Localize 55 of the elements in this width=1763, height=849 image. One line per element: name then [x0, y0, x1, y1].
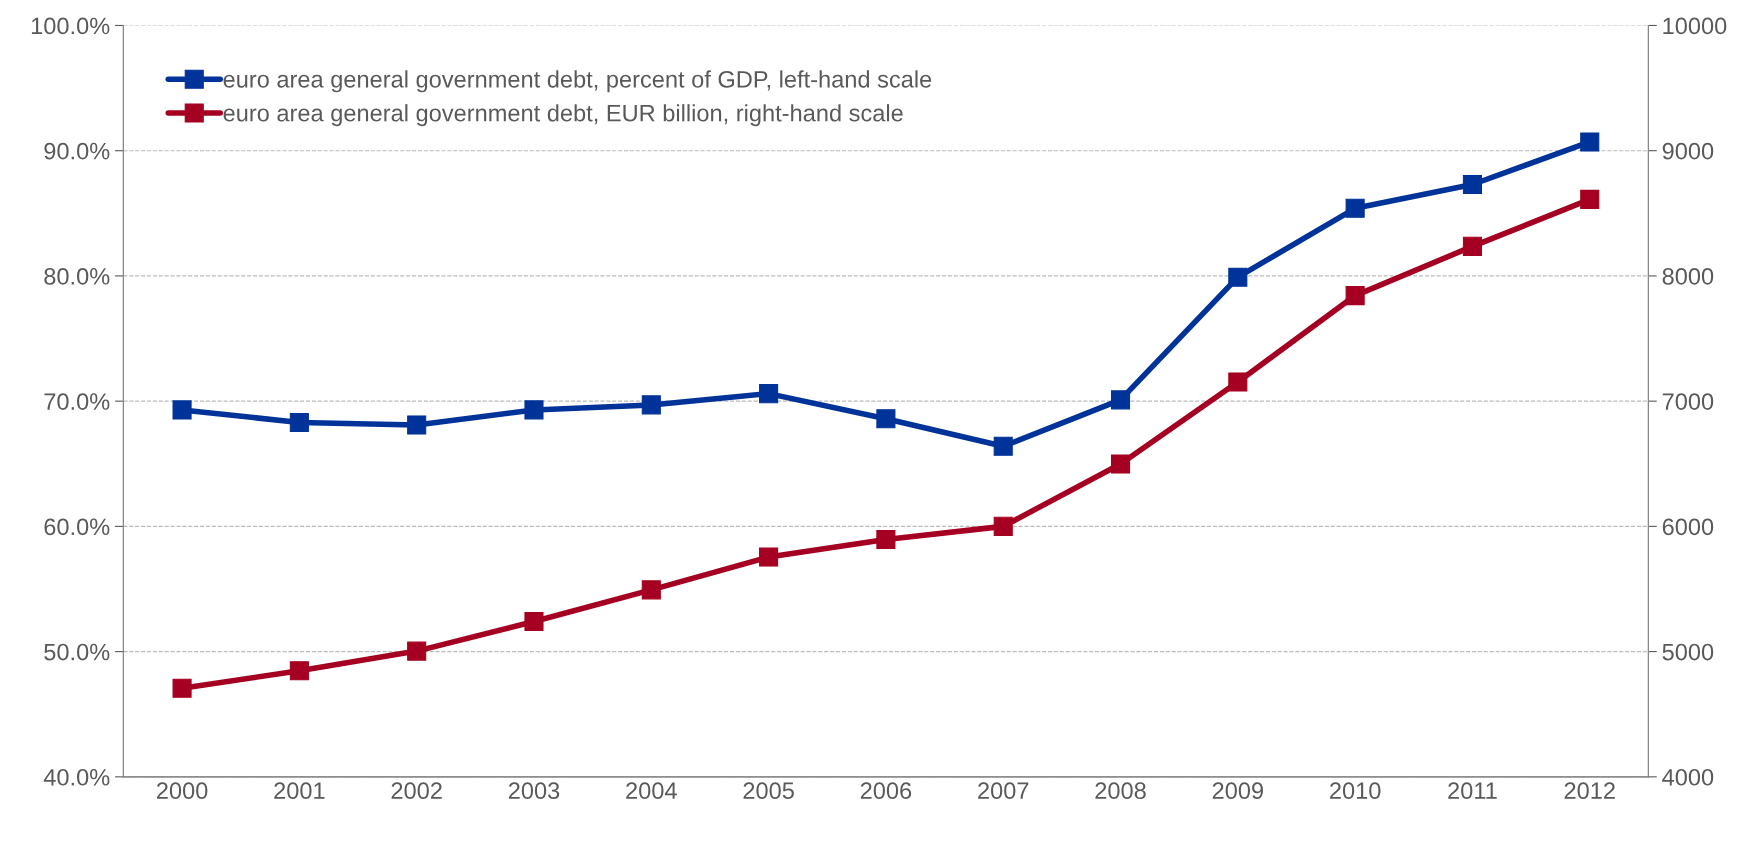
point — [289, 661, 309, 681]
y-tick-label: 100.0% — [31, 17, 110, 35]
x-tick-label: 2000 — [156, 782, 208, 800]
point — [172, 678, 192, 698]
point — [993, 436, 1013, 456]
x-tick-label: 2003 — [508, 782, 560, 800]
y-tick-label: 70.0% — [44, 393, 110, 410]
point — [876, 529, 896, 550]
y2-tick-label: 6000 — [1662, 518, 1714, 536]
y2-tick-label: 5000 — [1662, 643, 1714, 661]
y2-tick-label: 7000 — [1662, 393, 1714, 410]
point — [759, 384, 779, 404]
x-tick-label: 2010 — [1330, 782, 1381, 800]
x-tick-label: 2006 — [860, 782, 912, 800]
y2-tick-label: 9000 — [1662, 142, 1714, 160]
y-tick-label: 40.0% — [43, 768, 110, 786]
point — [407, 641, 427, 661]
point — [1580, 132, 1600, 152]
y-tick-label: 60.0% — [44, 518, 110, 536]
point — [1228, 267, 1248, 287]
point — [289, 412, 309, 432]
y-tick-label: 80.0% — [44, 267, 110, 285]
y2-tick-label: 4000 — [1662, 768, 1714, 786]
point — [641, 580, 661, 600]
point — [1228, 372, 1248, 392]
point — [759, 547, 779, 567]
point — [641, 395, 661, 415]
x-tick-label: 2004 — [626, 782, 677, 800]
x-tick-label: 2011 — [1448, 782, 1497, 800]
x-tick-label: 2001 — [274, 782, 325, 800]
point — [876, 409, 896, 429]
x-tick-label: 2008 — [1095, 782, 1146, 800]
point — [1462, 174, 1482, 195]
y-tick-label: 50.0% — [44, 643, 110, 661]
point — [993, 516, 1013, 536]
x-tick-label: 2002 — [391, 782, 442, 800]
point — [1110, 454, 1131, 474]
point — [1580, 189, 1600, 209]
point — [407, 415, 427, 435]
x-tick-label: 2009 — [1212, 782, 1263, 800]
y2-tick-label: 10000 — [1663, 17, 1727, 35]
x-tick-label: 2007 — [978, 782, 1029, 800]
point — [1345, 198, 1365, 218]
point — [1462, 236, 1482, 256]
point — [1345, 286, 1365, 306]
legend-label: euro area general government debt, percent of GDP, left-hand scale — [223, 70, 932, 93]
point — [524, 400, 544, 420]
y2-tick-label: 8000 — [1662, 267, 1714, 285]
point — [524, 612, 544, 632]
x-tick-label: 2012 — [1564, 782, 1615, 800]
point — [1110, 390, 1131, 410]
y-tick-label: 90.0% — [44, 142, 110, 160]
legend-label: euro area general government debt, EUR billion, right-hand scale — [223, 104, 903, 127]
point — [172, 400, 192, 420]
x-tick-label: 2005 — [743, 782, 794, 800]
